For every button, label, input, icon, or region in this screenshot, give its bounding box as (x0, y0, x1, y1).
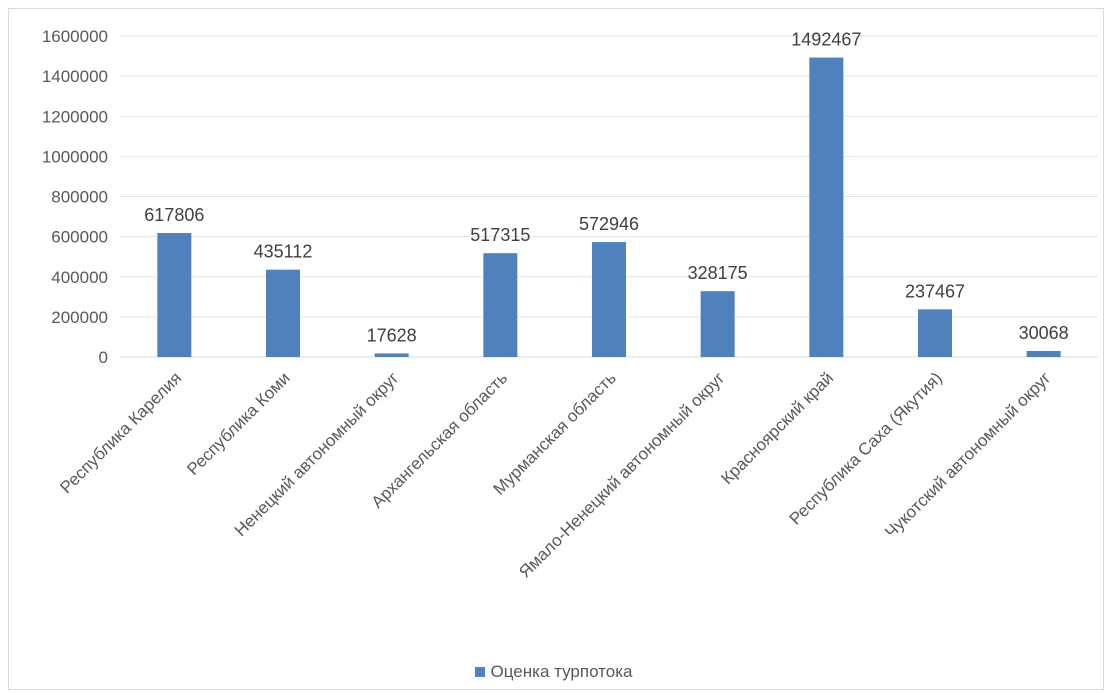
category-label: Мурманская область (490, 368, 620, 498)
y-axis-ticks: 0 200000 400000 600000 800000 1000000 1200000 1… (42, 27, 108, 367)
y-tick-label: 1200000 (42, 107, 108, 126)
data-label: 17628 (367, 325, 417, 345)
data-label: 1492467 (791, 30, 861, 50)
y-tick-label: 600000 (51, 228, 108, 247)
data-labels: 617806 435112 17628 517315 572946 328175 14924… (144, 30, 1068, 346)
bar (918, 309, 952, 357)
y-tick-label: 0 (99, 348, 108, 367)
y-tick-label: 200000 (51, 308, 108, 327)
data-label: 237467 (905, 281, 965, 301)
y-tick-label: 800000 (51, 188, 108, 207)
bar (374, 353, 409, 357)
data-label: 517315 (470, 225, 530, 245)
category-label: Красноярский край (717, 368, 837, 488)
bar (157, 233, 192, 357)
legend-swatch (474, 666, 485, 677)
bar (1026, 350, 1061, 357)
data-label: 617806 (144, 205, 204, 225)
category-label: Республика Коми (183, 368, 294, 479)
bar (700, 291, 735, 357)
y-tick-label: 400000 (51, 268, 108, 287)
category-label: Ямало-Ненецкий автономный округ (515, 368, 728, 581)
bar (592, 242, 626, 357)
bar (809, 57, 844, 358)
legend: Оценка турпотока (0, 662, 1107, 682)
bar (266, 269, 300, 357)
data-label: 30068 (1019, 323, 1069, 343)
data-label: 572946 (579, 214, 639, 234)
data-label: 328175 (688, 263, 748, 283)
y-tick-label: 1400000 (42, 67, 108, 86)
data-label: 435112 (254, 242, 313, 262)
category-label: Республика Карелия (56, 368, 185, 497)
y-tick-label: 1000000 (42, 147, 108, 166)
y-tick-label: 1600000 (42, 27, 108, 46)
bar (483, 253, 518, 357)
legend-label: Оценка турпотока (490, 662, 633, 681)
bars (157, 57, 1061, 358)
